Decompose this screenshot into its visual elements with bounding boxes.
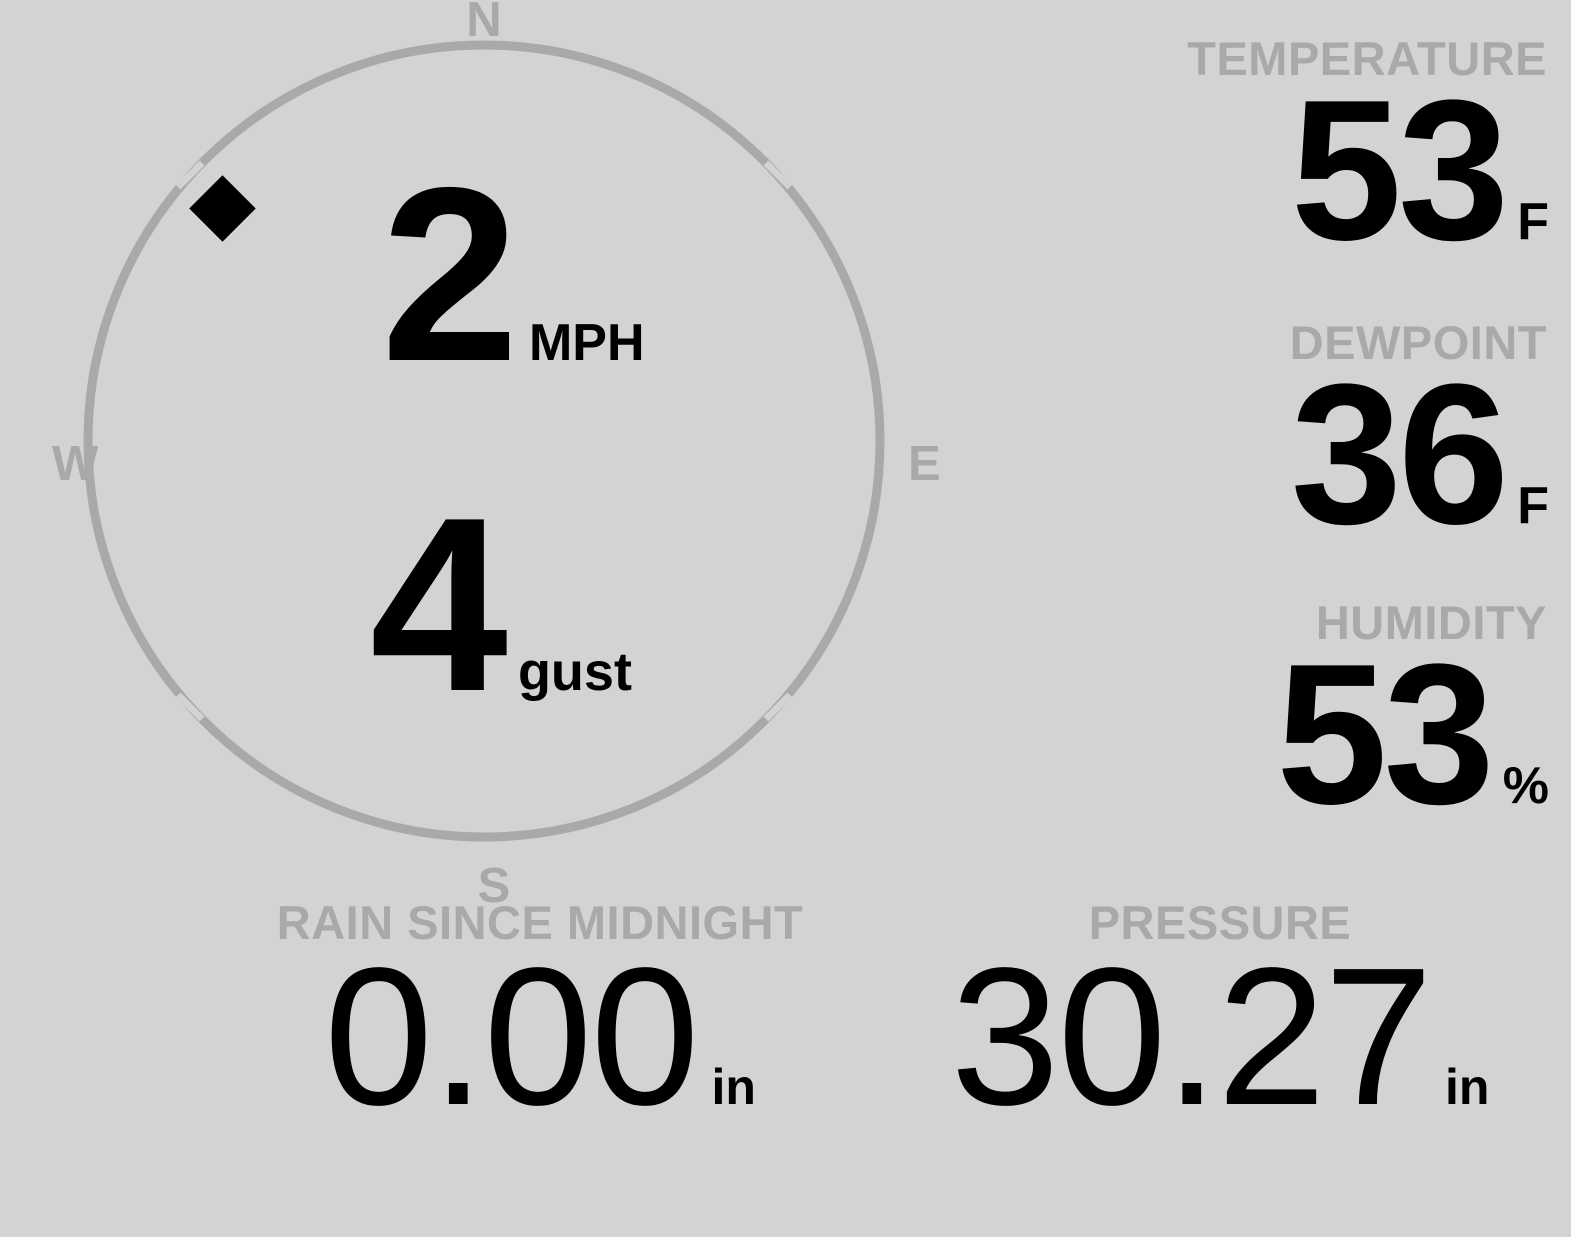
wind-gust-unit: gust (517, 642, 632, 702)
dewpoint-value: 36 (1290, 343, 1509, 567)
dewpoint-unit: F (1517, 477, 1549, 536)
temperature-label: TEMPERATURE (1187, 32, 1547, 85)
compass-label-south: S (477, 859, 511, 913)
stat-pressure: PRESSURE 30.27 in (900, 896, 1540, 1147)
humidity-value: 53 (1276, 623, 1494, 847)
compass-dial (83, 40, 885, 842)
stat-rain: RAIN SINCE MIDNIGHT 0.00 in (240, 896, 840, 1147)
pressure-value: 30.27 (950, 927, 1433, 1147)
wind-speed-readout: 2 MPH (381, 135, 645, 413)
stat-humidity: HUMIDITY 53 % (993, 596, 1553, 847)
dewpoint-label: DEWPOINT (1289, 316, 1547, 369)
bottom-stats-row: RAIN SINCE MIDNIGHT 0.00 in PRESSURE 30.… (0, 890, 1571, 1140)
pressure-value-row: 30.27 in (900, 927, 1540, 1147)
wind-gust-value: 4 (370, 465, 508, 743)
rain-value: 0.00 (324, 927, 699, 1147)
pressure-unit: in (1445, 1059, 1490, 1116)
dewpoint-value-row: 36 F (993, 343, 1553, 567)
humidity-value-row: 53 % (993, 623, 1553, 847)
compass-ring (83, 40, 885, 842)
temperature-unit: F (1517, 193, 1549, 252)
wind-speed-value: 2 (381, 135, 519, 413)
humidity-unit: % (1502, 757, 1549, 816)
wind-direction-marker (189, 175, 256, 242)
rain-label: RAIN SINCE MIDNIGHT (276, 896, 804, 949)
wind-gust-readout: 4 gust (370, 465, 632, 743)
pressure-label: PRESSURE (1088, 896, 1352, 949)
temperature-value: 53 (1290, 59, 1509, 283)
compass-label-north: N (466, 0, 502, 47)
stat-temperature: TEMPERATURE 53 F (993, 32, 1553, 283)
compass-ticks (175, 160, 793, 722)
temperature-value-row: 53 F (993, 59, 1553, 283)
compass-label-west: W (52, 437, 99, 491)
humidity-label: HUMIDITY (1315, 596, 1547, 649)
rain-unit: in (711, 1059, 756, 1116)
wind-speed-unit: MPH (528, 314, 645, 372)
wind-compass-panel: N S W E 2 MPH 4 gust (0, 0, 960, 913)
rain-value-row: 0.00 in (240, 927, 840, 1147)
compass-label-east: E (908, 437, 941, 491)
stat-dewpoint: DEWPOINT 36 F (993, 316, 1553, 567)
